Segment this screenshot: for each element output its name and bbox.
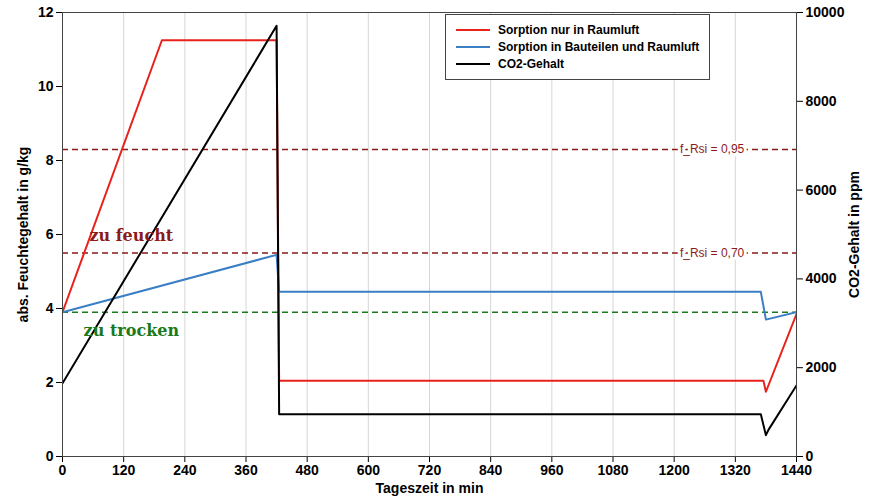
svg-text:CO2-Gehalt in ppm: CO2-Gehalt in ppm [846,171,862,298]
svg-text:4000: 4000 [806,270,837,286]
html-text:CO2-Gehalt: CO2-Gehalt [498,57,564,71]
html-text:Sorption nur in Raumluft: Sorption nur in Raumluft [498,23,640,37]
svg-text:2: 2 [46,374,54,390]
svg-text:10: 10 [38,78,54,94]
svg-text:1200: 1200 [659,462,690,478]
svg-text:0: 0 [46,448,54,464]
svg-text:zu trocken: zu trocken [84,321,180,340]
svg-text:2000: 2000 [806,359,837,375]
svg-text:1440: 1440 [781,462,812,478]
svg-text:240: 240 [173,462,197,478]
svg-text:8000: 8000 [806,93,837,109]
svg-text:120: 120 [112,462,136,478]
svg-text:840: 840 [479,462,503,478]
svg-text:10000: 10000 [806,4,845,20]
svg-text:0: 0 [806,448,814,464]
svg-text:4: 4 [46,300,54,316]
svg-text:480: 480 [295,462,319,478]
svg-text:zu feucht: zu feucht [89,226,173,245]
svg-text:360: 360 [234,462,258,478]
svg-text:f_Rsi = 0,95: f_Rsi = 0,95 [680,142,745,156]
svg-text:f_Rsi = 0,70: f_Rsi = 0,70 [680,246,745,260]
svg-text:720: 720 [418,462,442,478]
svg-text:6: 6 [46,226,54,242]
svg-text:1080: 1080 [597,462,628,478]
svg-text:600: 600 [357,462,381,478]
html-text:Sorption in Bauteilen und Raum: Sorption in Bauteilen und Raumluft [498,40,700,54]
svg-text:12: 12 [38,4,54,20]
svg-text:6000: 6000 [806,182,837,198]
svg-text:960: 960 [540,462,564,478]
svg-text:8: 8 [46,152,54,168]
svg-text:abs. Feuchtegehalt in g/kg: abs. Feuchtegehalt in g/kg [15,147,31,323]
svg-text:0: 0 [59,462,67,478]
svg-text:1320: 1320 [720,462,751,478]
svg-text:Tageszeit in min: Tageszeit in min [376,480,484,496]
